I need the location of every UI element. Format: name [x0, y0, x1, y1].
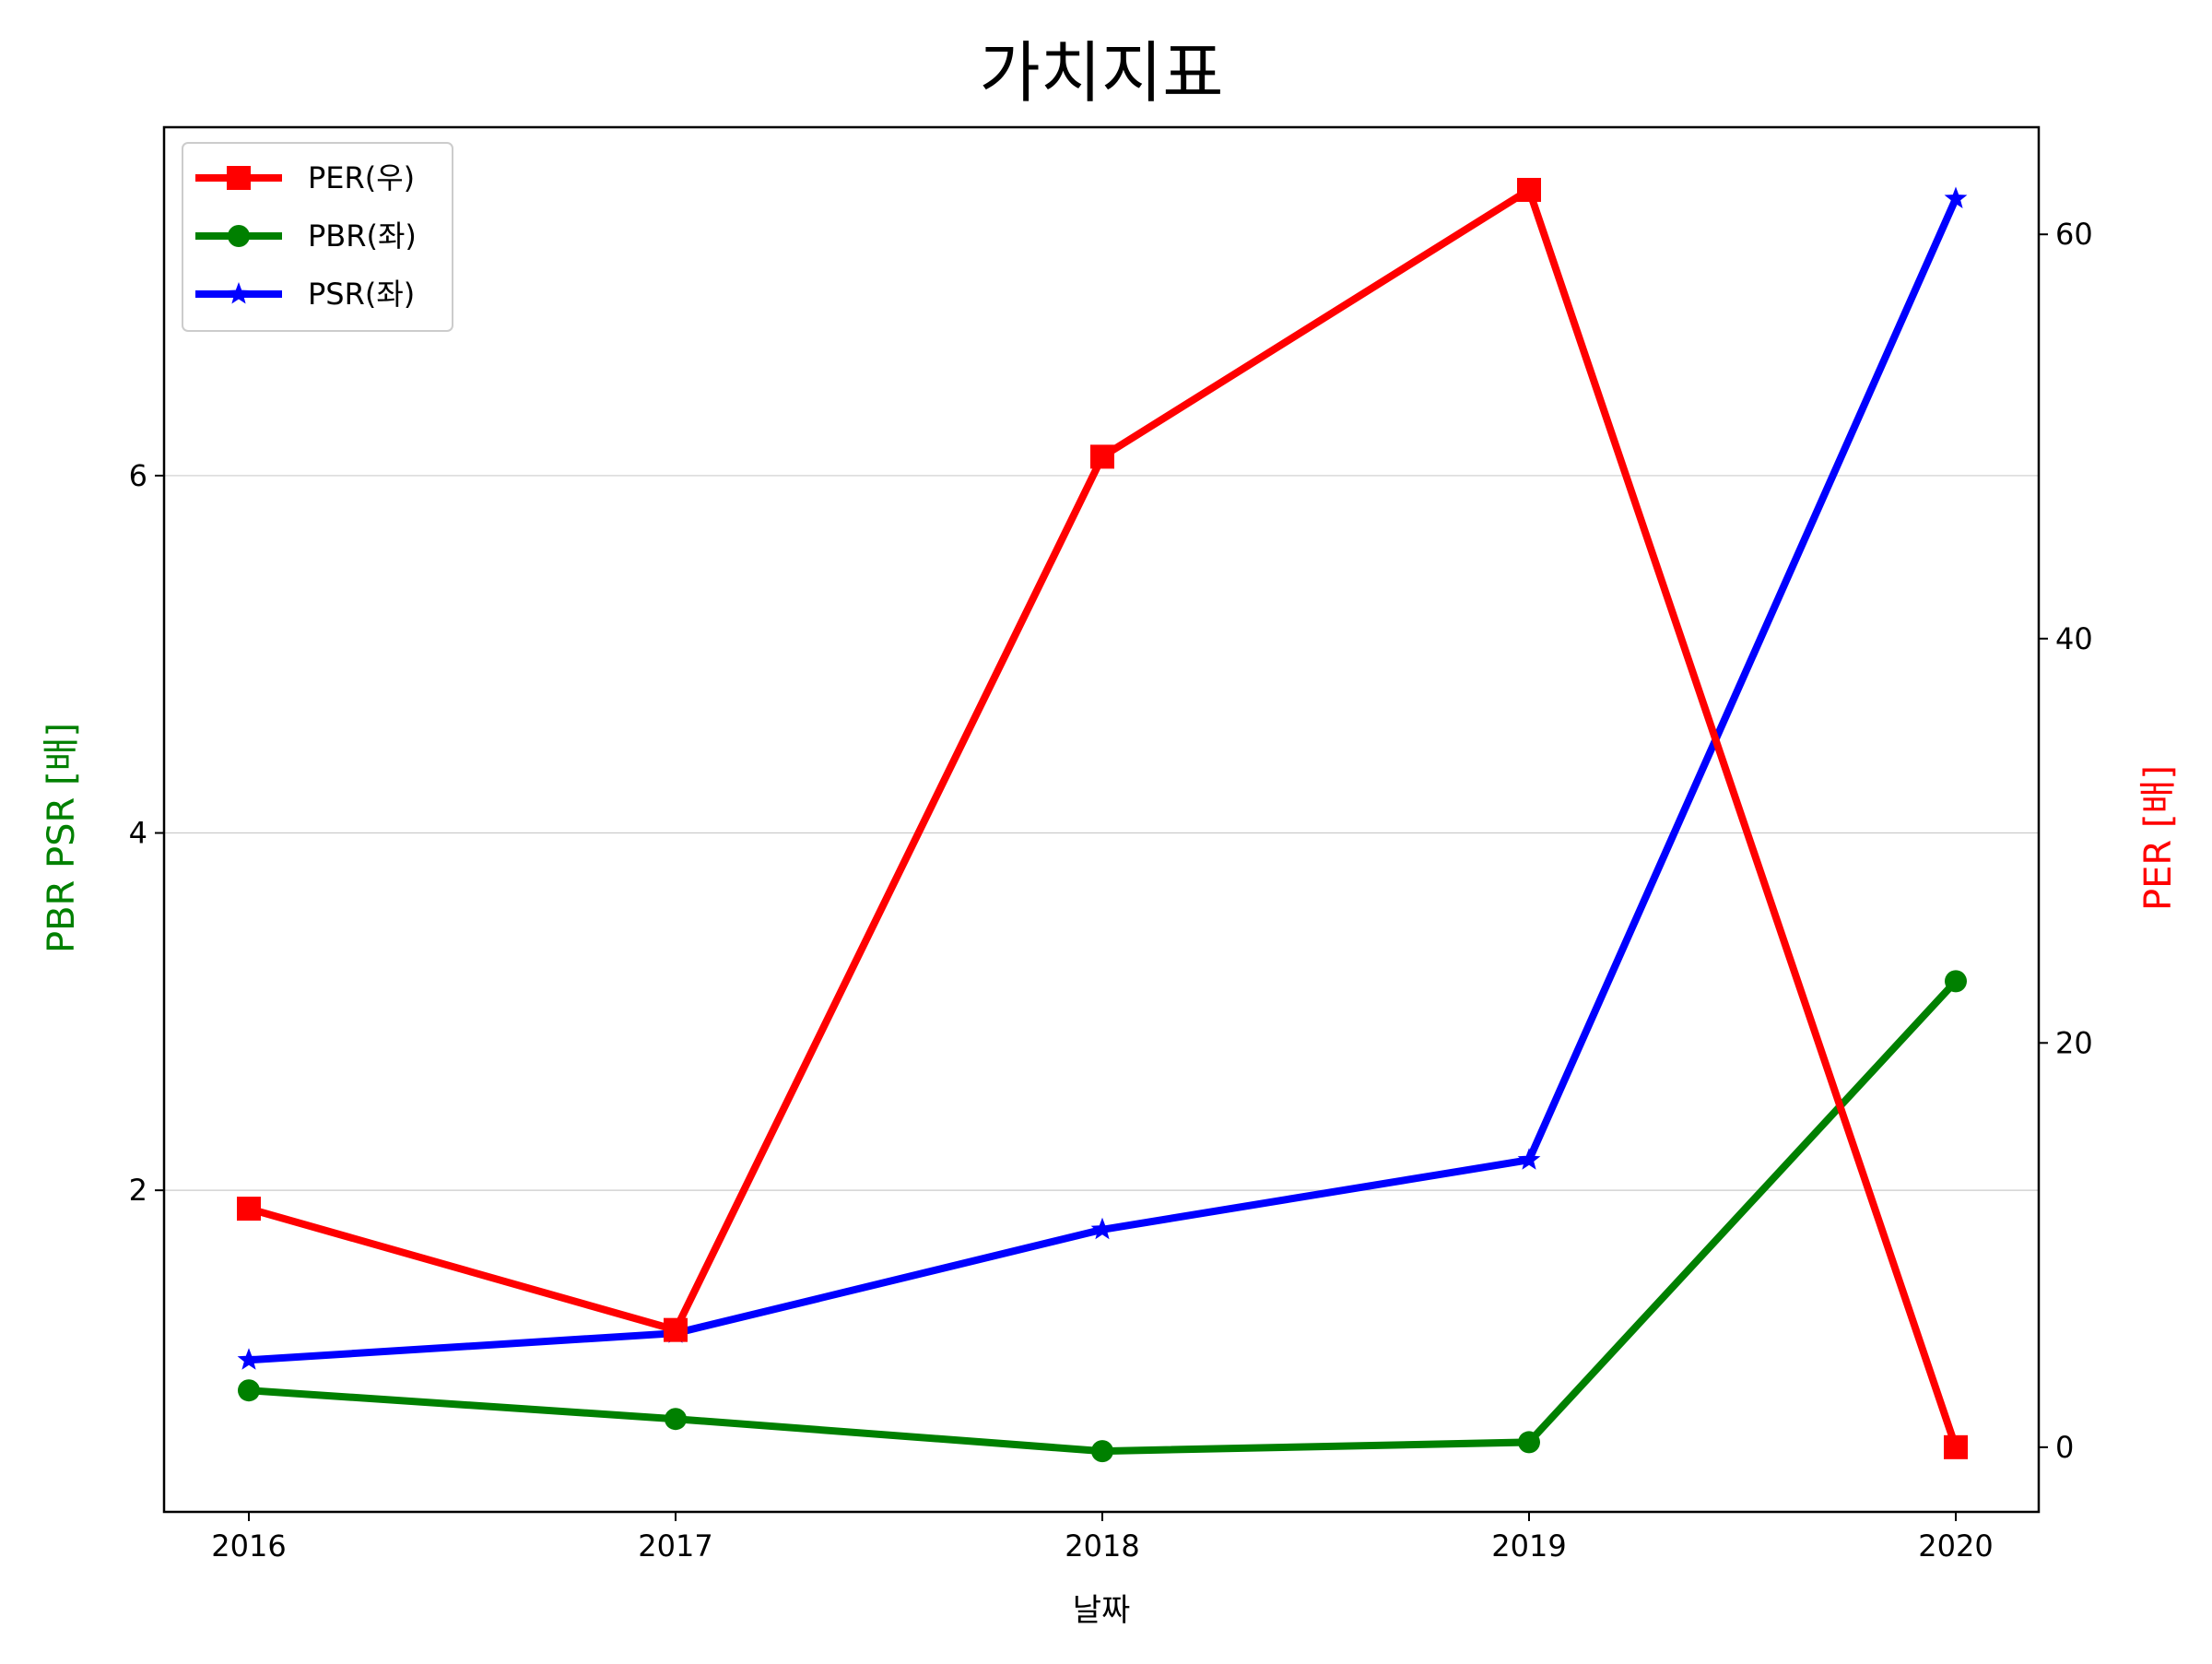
legend-marker [227, 282, 251, 304]
left-y-axis-label: PBR PSR [배] [41, 723, 83, 953]
legend: PER(우) PBR(좌) PSR(좌) [182, 142, 453, 332]
legend-label: PSR(좌) [308, 277, 415, 312]
legend-item-per: PER(우) [195, 160, 415, 195]
left-y-tick-label: 2 [129, 1173, 147, 1208]
legend-marker [228, 225, 250, 247]
pbr-point [1091, 1440, 1113, 1463]
right-y-axis-label: PER [배] [2137, 765, 2180, 911]
legend-item-psr: PSR(좌) [195, 277, 415, 312]
x-axis-label: 날짜 [1073, 1592, 1131, 1629]
psr-point [1090, 1217, 1114, 1240]
right-y-tick-label: 40 [2055, 621, 2093, 656]
grid-lines [164, 475, 2039, 1191]
series-layer [237, 177, 1968, 1463]
x-tick-label: 2020 [1918, 1528, 1993, 1564]
x-tick-label: 2018 [1065, 1528, 1139, 1564]
right-y-tick-label: 0 [2055, 1430, 2074, 1465]
chart-title: 가치지표 [980, 34, 1224, 112]
per-point [664, 1317, 688, 1342]
left-y-tick-label: 6 [129, 458, 147, 493]
per-point [237, 1197, 261, 1221]
legend-marker [227, 166, 251, 190]
left-y-tick-label: 4 [129, 816, 147, 851]
x-tick-label: 2019 [1491, 1528, 1566, 1564]
per-point [1944, 1434, 1968, 1459]
right-y-tick-label: 20 [2055, 1025, 2093, 1060]
pbr-point [238, 1379, 260, 1402]
x-tick-label: 2017 [638, 1528, 712, 1564]
right-y-tick-label: 60 [2055, 217, 2093, 252]
legend-item-pbr: PBR(좌) [195, 218, 417, 254]
psr-point [237, 1348, 261, 1370]
pbr-point [1518, 1431, 1540, 1454]
per-point [1090, 444, 1114, 469]
pbr-point [665, 1408, 687, 1431]
per-series [237, 177, 1968, 1459]
pbr-series [238, 970, 1967, 1463]
pbr-point [1945, 970, 1967, 993]
legend-label: PBR(좌) [308, 218, 417, 254]
psr-point [1944, 186, 1968, 208]
psr-point [1517, 1148, 1541, 1170]
x-tick-label: 2016 [211, 1528, 286, 1564]
per-point [1517, 177, 1541, 202]
legend-label: PER(우) [308, 160, 415, 195]
